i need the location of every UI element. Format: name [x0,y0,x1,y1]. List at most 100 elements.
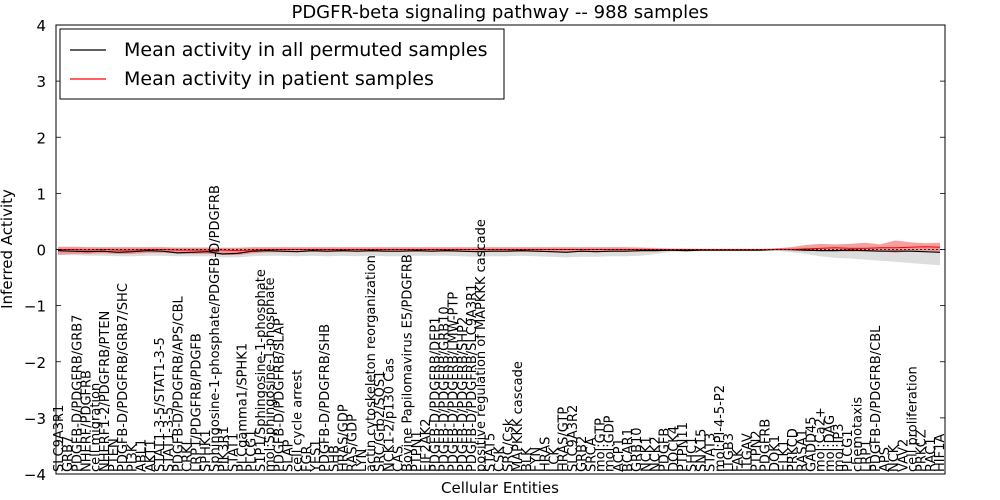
x-tick-label: PDGFB-D/PDGFRB/GRB7/SHC [116,283,131,472]
y-tick-label: 4 [36,17,46,35]
x-tick-label: PDGFB-D/PDGFRB/SHP2 [456,317,471,472]
x-tick-label: STAT3 [704,433,719,472]
y-tick-label: 0 [36,242,46,260]
y-tick-label: −3 [24,410,46,428]
x-tick-label: BLK [520,447,535,472]
x-tick-label: ITGB3 [722,433,737,472]
x-tick-label: PDGFB-D/PDGFRB/GRB10 [437,306,452,472]
x-tick-label: NCK [887,444,902,472]
x-tick-label: ABL1 [135,439,150,472]
x-tick-label: S1P1/Sphingosine-1-phosphate [254,269,269,472]
x-axis-label: Cellular Entities [441,479,559,497]
x-tick-label: SLAP [281,439,296,472]
x-tick-label: SHC1 [685,437,700,472]
plot-frame [55,24,946,475]
x-tick-label: ELK1 [777,440,792,472]
x-tick-label: PI3K [125,443,140,472]
x-tick-label: PLCgamma1/SPHK1 [236,343,251,472]
x-tick-label: GRB7 [61,436,76,472]
x-tick-label: RASA1 [795,429,810,472]
x-tick-label: GADD45 [805,416,820,472]
x-tick-label: PDGFB-D/PDGFRB/SLC9A3R1 [465,284,480,472]
x-tick-label: DOCK4 [667,426,682,472]
x-tick-label: SRC/Grb2/SOS1 [373,371,388,472]
x-tick-label: PRKCD [786,428,801,472]
x-tick-label: STAT5 [483,433,498,472]
x-tick-label: STAT1 [226,433,241,472]
x-tick-label: NCK1-2/p130 Cas [382,358,397,472]
x-tick-label: PLCG1 [841,429,856,472]
x-tick-label: PTEN [107,438,122,472]
x-tick-label: RAS/GDP [346,414,361,472]
x-tick-label: EIF2AK2 [419,419,434,473]
x-tick-label: RAC1 [924,437,939,472]
x-tick-label: PTPN11 [676,422,691,472]
x-tick-label: mol:Ca2+ [814,407,829,472]
x-tick-label: GRB10 [630,427,645,472]
x-tick-label: mol:DAG [823,415,838,472]
x-tick-label: PTPN1 [410,430,425,472]
x-tick-label: FYN [529,447,544,472]
x-tick-label: YES1 [309,439,324,473]
x-tick-label: FAK [731,448,746,472]
y-tick-label: −4 [24,466,46,484]
x-tick-label: PDGFB-D/PDGFRB/GRB7 [70,315,85,472]
x-tick-label: AKT1 [144,439,159,472]
legend-label-permuted: Mean activity in all permuted samples [124,39,487,61]
x-tick-label: PDGFB-D/PDGFRB/LMW-PTP [447,292,462,472]
x-tick-label: SHB [327,445,342,472]
x-tick-label: NCK2 [649,436,664,472]
x-tick-label: PTPN2 [750,430,765,472]
chart-title: PDGFR-beta signaling pathway -- 988 samp… [291,2,708,23]
legend: Mean activity in all permuted samples Me… [59,28,505,100]
x-tick-label: actin cytoskeleton reorganization [364,255,379,472]
x-tick-label: PDGFB-D/PDGFRB/SHB [318,324,333,472]
x-tick-label: PDGFB-D/PDGFRB/APS/CBL [171,296,186,472]
x-tick-label: ITGAV [740,433,755,472]
x-tick-label: LRP1/PDGFRB/PDGFB [190,333,205,472]
x-tick-label: STAT1-3-5/STAT1-3-5 [153,337,168,472]
x-tick-label: NHERF/PDGFRB [80,370,95,472]
x-tick-label: HIF1A [933,434,948,472]
x-tick-label: PDGFB-D/PDGFRB/SLAP [272,318,287,472]
x-tick-label: SRCA [584,437,599,472]
x-axis-labels: SLC9A3R1GRB7PDGFB-D/PDGFRB/GRB7NHERF/PDG… [52,185,948,473]
x-tick-label: PDGFB-D/PDGFRB/DEP1 [428,317,443,472]
y-axis: −4 −3 −2 −1 0 1 2 3 4 [24,17,945,484]
x-tick-label: Bovine Papilomavirus E5/PDGFRB [401,254,416,472]
x-tick-label: SRC/Csk [502,418,517,472]
x-tick-label: cell cycle arrest [291,370,306,472]
y-tick-label: −1 [24,298,46,316]
x-tick-label: MAPKKK cascade [511,361,526,472]
x-tick-label: PDGFRB [759,419,774,472]
x-tick-label: chemotaxis [850,397,865,472]
x-tick-label: SLC9A3R2 [566,405,581,472]
x-tick-label: ACP1 [612,438,627,472]
x-tick-label: APS [878,447,893,472]
x-tick-label: NCK1 [639,436,654,472]
x-tick-label: HRAS/GDP [337,404,352,472]
x-tick-label: mol:PI-4-5-P2 [713,385,728,472]
x-tick-label: NHERF1-2/PDGFRB/PTEN [98,311,113,472]
x-tick-label: PLCG1 [245,429,260,472]
x-tick-label: CRKL [181,437,196,472]
x-tick-label: CAS [392,446,407,472]
y-tick-label: 1 [36,185,46,203]
x-tick-label: STAT1-3-5 [162,407,177,472]
x-tick-label: PIK3R1 [217,426,232,472]
y-axis-label: Inferred Activity [0,189,16,309]
y-tick-label: −2 [24,354,46,372]
x-tick-label: LRP1 [860,440,875,472]
x-tick-label: mol:IP3 [832,423,847,472]
x-tick-label: positive regulation of MAPKKK cascade [474,219,489,472]
x-tick-label: PDGFB [658,428,673,472]
x-tick-label: BCAR1 [621,428,636,472]
y-tick-label: 2 [36,129,46,147]
x-tick-label: FGR [300,445,315,472]
x-tick-label: DOK1 [768,435,783,472]
x-tick-label: HRAS [538,437,553,472]
x-tick-label: PRKCZ [915,429,930,472]
x-tick-label: mol:GTP [593,418,608,472]
x-tick-label: cell proliferation [906,366,921,472]
